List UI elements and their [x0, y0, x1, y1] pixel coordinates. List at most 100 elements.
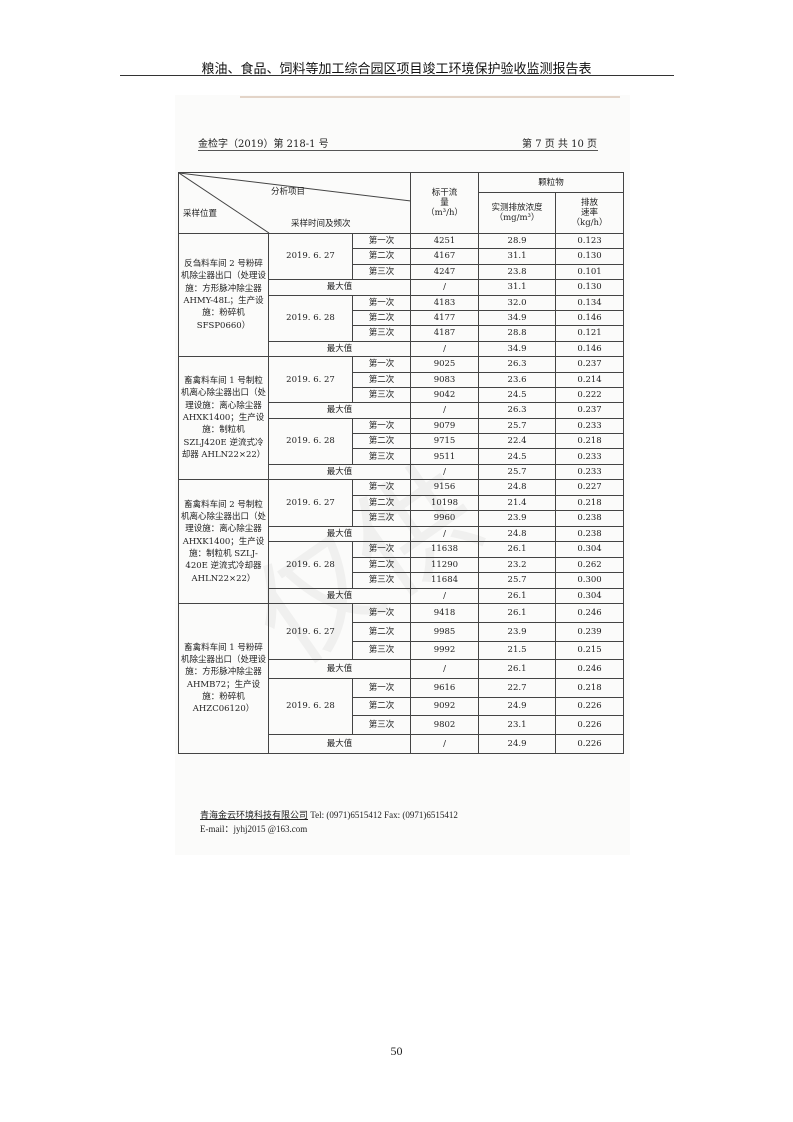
frequency-cell: 第三次 — [351, 325, 412, 342]
table-row: 畜禽料车间 1 号粉碎机除尘器出口（处理设施：方形脉冲除尘器 AHMB72；生产… — [178, 603, 625, 754]
flow-cell: 9985 — [410, 621, 480, 642]
rate-label: 排放速率 — [581, 197, 599, 219]
concentration-cell: 25.7 — [478, 463, 557, 481]
sampling-date-cell: 2019. 6. 27 — [268, 356, 353, 404]
concentration-cell: 21.5 — [478, 640, 557, 661]
sampling-location-label: 采样位置 — [183, 209, 218, 219]
flow-unit: （m³/h） — [426, 208, 463, 219]
rate-cell: 0.146 — [555, 309, 625, 327]
frequency-cell: 第三次 — [351, 510, 412, 527]
page-number: 50 — [390, 1044, 403, 1058]
rate-cell: 0.233 — [555, 463, 625, 481]
concentration-cell: 31.1 — [478, 279, 557, 296]
footer: 青海金云环境科技有限公司 Tel: (0971)6515412 Fax: (09… — [200, 809, 458, 836]
table-row: 2019. 6. 28 第一次 4183 32.0 0.134 — [179, 294, 625, 342]
sampling-date-cell: 2019. 6. 28 — [268, 294, 353, 342]
table-row: 第三次 9042 24.5 0.222 — [179, 386, 625, 404]
concentration-cell: 26.1 — [478, 587, 557, 605]
rate-cell: 0.246 — [555, 659, 625, 679]
flow-cell: / — [410, 587, 480, 605]
rate-cell: 0.237 — [555, 356, 625, 373]
concentration-cell: 34.9 — [478, 340, 557, 358]
flow-cell: 9960 — [410, 510, 480, 527]
pollutant-header: 颗粒物 — [478, 171, 625, 194]
rate-cell: 0.300 — [555, 572, 625, 589]
flow-cell: 4177 — [410, 309, 480, 327]
company-name: 青海金云环境科技有限公司 — [200, 810, 309, 820]
rate-cell: 0.262 — [555, 556, 625, 574]
rate-cell: 0.130 — [555, 279, 625, 296]
concentration-label: 实测排放浓度 — [491, 202, 543, 213]
concentration-cell: 24.9 — [478, 734, 557, 754]
frequency-cell: 第一次 — [351, 232, 412, 250]
flow-cell: 9418 — [410, 603, 480, 623]
flow-cell: / — [410, 279, 480, 296]
rate-cell: 0.134 — [555, 294, 625, 311]
rate-cell: 0.215 — [555, 640, 625, 661]
document-title: 粮油、食品、饲料等加工综合园区项目竣工环境保护验收监测报告表 — [201, 62, 592, 77]
max-value-row: 最大值/26.3 0.237 — [179, 402, 625, 419]
table-row: 畜禽料车间 1 号制粒机离心除尘器出口（处理设施：离心除尘器 AHXK1400；… — [178, 356, 625, 481]
rate-cell: 0.222 — [555, 386, 625, 404]
flow-cell: / — [410, 525, 480, 543]
rate-cell: 0.226 — [555, 696, 625, 717]
rate-cell: 0.146 — [555, 340, 625, 358]
monitoring-table: 分析项目 采样位置 采样时间及频次 标干流量 （m³/h） 颗粒物 实测排放浓度… — [177, 171, 625, 754]
concentration-cell: 24.9 — [478, 696, 557, 717]
flow-cell: 11638 — [410, 541, 480, 558]
table-row: 2019. 6. 28 第一次 11638 26.1 0.304 — [179, 541, 625, 589]
table-row: 第三次 9511 24.5 0.233 — [179, 448, 625, 465]
rate-cell: 0.123 — [555, 232, 625, 250]
max-value-row: 最大值/24.8 0.238 — [179, 525, 625, 543]
sampling-time-label: 采样时间及频次 — [291, 219, 351, 229]
concentration-cell: 22.4 — [478, 433, 557, 450]
frequency-cell: 第三次 — [351, 715, 412, 736]
flow-cell: 9025 — [410, 356, 480, 373]
concentration-cell: 23.1 — [478, 715, 557, 736]
flow-cell: / — [410, 659, 480, 679]
sampling-date-cell: 2019. 6. 28 — [268, 541, 353, 589]
frequency-cell: 第二次 — [351, 309, 412, 327]
rate-cell: 0.239 — [555, 621, 625, 642]
frequency-cell: 第一次 — [351, 294, 412, 311]
rate-cell: 0.218 — [555, 494, 625, 512]
frequency-cell: 第一次 — [351, 356, 412, 373]
analysis-item-label: 分析项目 — [271, 187, 306, 197]
flow-cell: 9715 — [410, 433, 480, 450]
max-value-row: 最大值/26.1 0.246 — [179, 659, 625, 679]
sampling-location-cell: 反刍料车间 2 号粉碎机除尘器出口（处理设施：方形脉冲除尘器 AHMY-48L；… — [178, 232, 269, 358]
concentration-cell: 25.7 — [478, 572, 557, 589]
frequency-cell: 第三次 — [351, 448, 412, 465]
rate-cell: 0.233 — [555, 448, 625, 465]
sampling-location-cell: 畜禽料车间 1 号制粒机离心除尘器出口（处理设施：离心除尘器 AHXK1400；… — [178, 356, 269, 481]
page-info: 第 7 页 共 10 页 — [522, 139, 597, 150]
flow-cell: 11290 — [410, 556, 480, 574]
rate-cell: 0.101 — [555, 263, 625, 281]
concentration-cell: 24.8 — [478, 479, 557, 496]
table-row: 第三次 11684 25.7 0.300 — [179, 572, 625, 589]
frequency-cell: 第二次 — [351, 556, 412, 574]
flow-cell: 9092 — [410, 696, 480, 717]
concentration-cell: 23.8 — [478, 263, 557, 281]
concentration-unit: （mg/m³） — [494, 213, 540, 224]
flow-cell: 4187 — [410, 325, 480, 342]
flow-cell: / — [410, 340, 480, 358]
max-value-row: 最大值/34.9 0.146 — [179, 340, 625, 358]
flow-cell: / — [410, 463, 480, 481]
max-label-cell: 最大值 — [267, 734, 412, 754]
sampling-location-cell: 畜禽料车间 2 号制粒机离心除尘器出口（处理设施：离心除尘器 AHXK1400；… — [178, 479, 269, 605]
max-value-row: 最大值/26.1 0.304 — [179, 587, 625, 605]
max-value-row: 最大值/24.9 0.226 — [179, 734, 625, 754]
frequency-cell: 第一次 — [351, 541, 412, 558]
frequency-cell: 第三次 — [351, 640, 412, 661]
rate-cell: 0.304 — [555, 587, 625, 605]
rate-cell: 0.237 — [555, 402, 625, 419]
rate-unit: （kg/h） — [571, 218, 608, 229]
diagonal-header-cell: 分析项目 采样位置 采样时间及频次 — [177, 172, 412, 234]
rate-cell: 0.226 — [555, 734, 625, 754]
max-label-cell: 最大值 — [267, 402, 412, 419]
concentration-cell: 26.3 — [478, 356, 557, 373]
max-label-cell: 最大值 — [267, 340, 412, 358]
sampling-location-cell: 畜禽料车间 1 号粉碎机除尘器出口（处理设施：方形脉冲除尘器 AHMB72；生产… — [178, 603, 269, 754]
frequency-cell: 第三次 — [351, 386, 412, 404]
